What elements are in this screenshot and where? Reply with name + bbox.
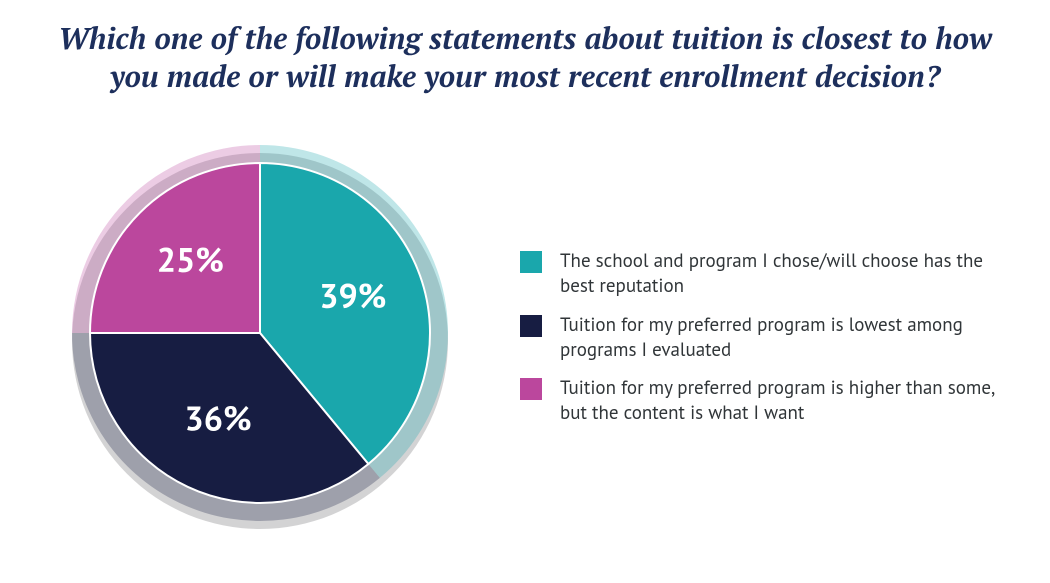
- chart-content: 39% 36% 25% The school and program I chose…: [0, 95, 1050, 560]
- pie-label-reputation: 39%: [319, 274, 386, 318]
- chart-title-line1: Which one of the following statements ab…: [58, 18, 992, 58]
- legend-swatch: [520, 315, 542, 337]
- chart-title: Which one of the following statements ab…: [45, 20, 1005, 95]
- legend-item-lowest_tuition: Tuition for my preferred program is lowe…: [520, 313, 1010, 362]
- legend-swatch: [520, 251, 542, 273]
- legend-item-higher_but_content: Tuition for my preferred program is high…: [520, 376, 1010, 425]
- legend-text: Tuition for my preferred program is lowe…: [560, 313, 1010, 362]
- legend-text: The school and program I chose/will choo…: [560, 249, 1010, 298]
- pie-label-lowest_tuition: 36%: [184, 397, 251, 441]
- legend-item-reputation: The school and program I chose/will choo…: [520, 249, 1010, 298]
- legend-text: Tuition for my preferred program is high…: [560, 376, 1010, 425]
- legend: The school and program I chose/will choo…: [520, 235, 1050, 439]
- pie-chart: 39% 36% 25%: [0, 115, 520, 560]
- pie-label-higher_but_content: 25%: [157, 238, 224, 282]
- chart-title-line2: you made or will make your most recent e…: [110, 56, 940, 96]
- legend-swatch: [520, 378, 542, 400]
